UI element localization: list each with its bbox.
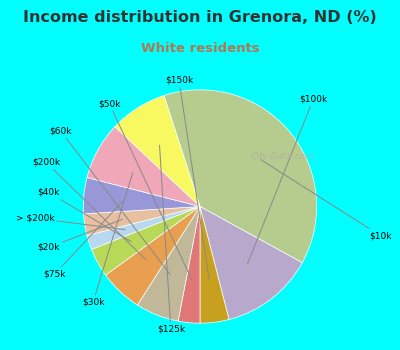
Wedge shape [164, 90, 317, 263]
Text: $75k: $75k [43, 201, 123, 279]
Wedge shape [106, 206, 200, 305]
Text: $20k: $20k [38, 219, 122, 252]
Text: $60k: $60k [49, 126, 170, 275]
Text: $30k: $30k [82, 173, 133, 307]
Wedge shape [178, 206, 200, 323]
Text: $200k: $200k [32, 158, 146, 260]
Text: $50k: $50k [98, 99, 192, 280]
Wedge shape [200, 206, 302, 320]
Wedge shape [87, 127, 200, 206]
Text: > $200k: > $200k [16, 214, 125, 230]
Text: Income distribution in Grenora, ND (%): Income distribution in Grenora, ND (%) [23, 10, 377, 26]
Wedge shape [92, 206, 200, 275]
Wedge shape [115, 96, 200, 206]
Wedge shape [87, 206, 200, 250]
Text: $150k: $150k [165, 76, 209, 279]
Text: City-Data.com: City-Data.com [250, 152, 314, 161]
Wedge shape [84, 206, 200, 236]
Text: White residents: White residents [141, 42, 259, 55]
Text: $10k: $10k [261, 160, 392, 240]
Wedge shape [138, 206, 200, 321]
Wedge shape [200, 206, 229, 323]
Text: $40k: $40k [38, 188, 131, 242]
Wedge shape [83, 177, 200, 214]
Text: $125k: $125k [157, 145, 185, 334]
Text: $100k: $100k [248, 94, 328, 264]
